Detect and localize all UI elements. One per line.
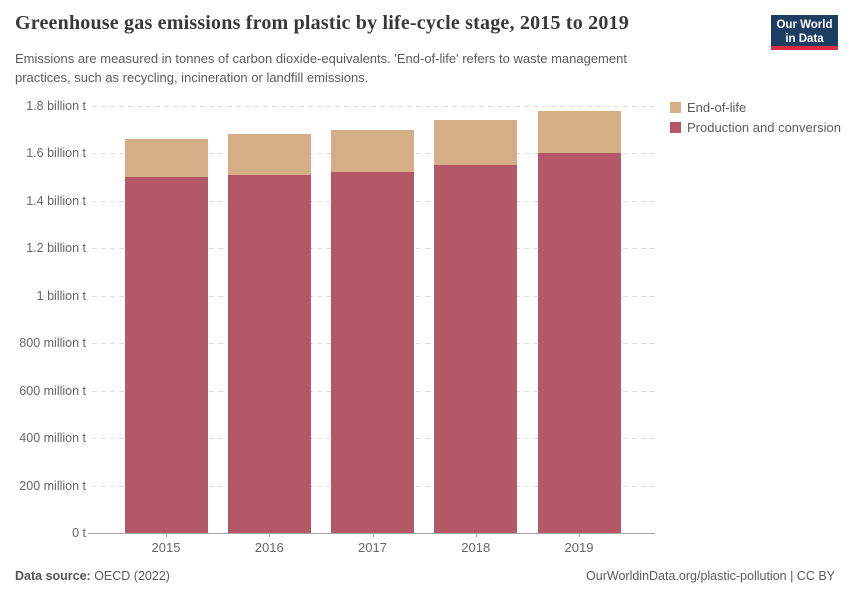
y-axis-tick-label: 600 million t bbox=[19, 383, 86, 398]
subtitle-line-2: practices, such as recycling, incinerati… bbox=[15, 69, 369, 85]
owid-logo[interactable]: Our World in Data bbox=[771, 15, 838, 50]
bar-segment-production-and-conversion-2019[interactable] bbox=[537, 153, 621, 533]
data-source-value: OECD (2022) bbox=[90, 569, 170, 583]
legend-swatch bbox=[670, 102, 681, 113]
y-axis-tick-label: 200 million t bbox=[19, 478, 86, 493]
page-title: Greenhouse gas emissions from plastic by… bbox=[15, 12, 629, 34]
y-axis-tick-label: 1.6 billion t bbox=[26, 146, 86, 161]
x-axis-line bbox=[88, 533, 655, 534]
page-subtitle: Emissions are measured in tonnes of carb… bbox=[15, 50, 627, 87]
bar-segment-end-of-life-2019[interactable] bbox=[537, 110, 621, 154]
legend-item-production-and-conversion[interactable]: Production and conversion bbox=[670, 120, 841, 135]
owid-url-link[interactable]: OurWorldinData.org/plastic-pollution | C… bbox=[586, 569, 835, 583]
owid-logo-line1: Our World bbox=[776, 19, 833, 31]
y-axis-tick-label: 1.8 billion t bbox=[26, 99, 86, 113]
legend-label: End-of-life bbox=[687, 100, 747, 115]
y-axis-tick-label: 1 billion t bbox=[36, 288, 86, 303]
bar-segment-production-and-conversion-2017[interactable] bbox=[331, 172, 414, 533]
x-axis-label-2017: 2017 bbox=[358, 540, 387, 555]
bar-segment-end-of-life-2017[interactable] bbox=[331, 129, 414, 173]
y-axis-tick-label: 800 million t bbox=[19, 336, 86, 351]
x-axis-tick bbox=[166, 533, 167, 537]
data-source-label: Data source: bbox=[15, 569, 91, 583]
x-axis-label-2015: 2015 bbox=[151, 540, 181, 555]
x-axis-tick bbox=[269, 533, 271, 537]
legend-label: Production and conversion bbox=[687, 120, 841, 135]
x-axis-tick bbox=[475, 533, 477, 537]
y-axis-tick-label: 0 t bbox=[72, 526, 86, 540]
subtitle-line-1: Emissions are measured in tonnes of carb… bbox=[15, 51, 627, 66]
x-axis-tick bbox=[372, 533, 374, 537]
x-axis-tick bbox=[579, 533, 580, 537]
x-axis-label-2018: 2018 bbox=[461, 540, 491, 555]
bar-segment-production-and-conversion-2016[interactable] bbox=[227, 174, 311, 533]
bar-segment-end-of-life-2015[interactable] bbox=[124, 139, 208, 178]
bar-segment-production-and-conversion-2015[interactable] bbox=[124, 177, 208, 533]
bar-segment-production-and-conversion-2018[interactable] bbox=[434, 165, 518, 533]
legend-item-end-of-life[interactable]: End-of-life bbox=[670, 100, 841, 115]
bar-segment-end-of-life-2018[interactable] bbox=[434, 120, 518, 166]
y-axis-tick-label: 1.2 billion t bbox=[26, 241, 86, 256]
bar-segment-end-of-life-2016[interactable] bbox=[227, 134, 311, 175]
x-axis-label-2019: 2019 bbox=[564, 540, 594, 555]
legend: End-of-life Production and conversion bbox=[670, 100, 841, 140]
data-source-note: Data source: OECD (2022) bbox=[15, 569, 170, 583]
x-axis-label-2016: 2016 bbox=[254, 540, 284, 555]
owid-logo-line2: in Data bbox=[785, 33, 824, 45]
y-axis-tick-label: 1.4 billion t bbox=[26, 193, 86, 208]
y-axis-tick-label: 400 million t bbox=[19, 431, 86, 446]
legend-swatch bbox=[670, 122, 681, 133]
gridline bbox=[92, 106, 655, 107]
